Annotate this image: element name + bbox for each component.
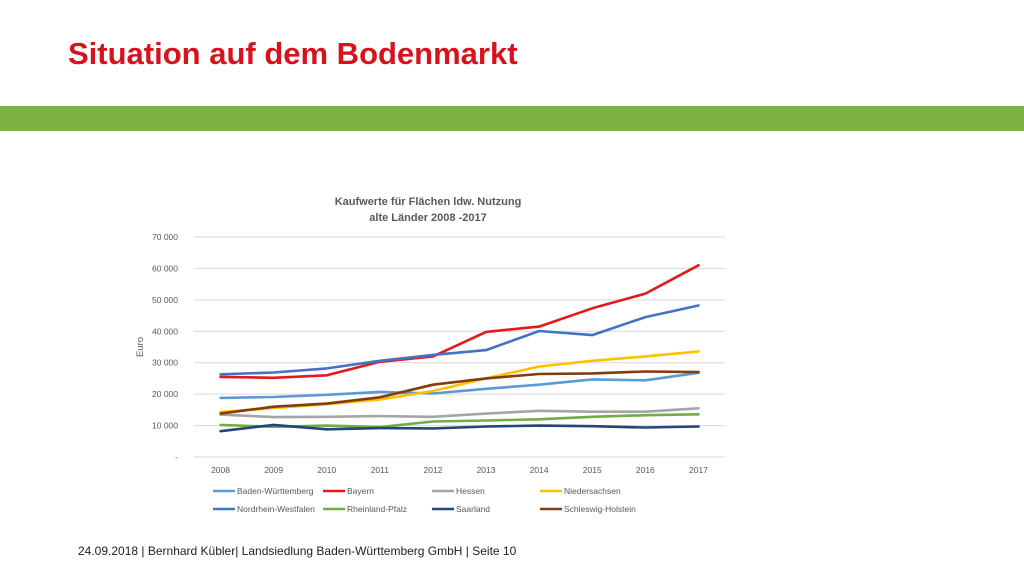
legend-label: Hessen <box>456 486 485 496</box>
x-tick-label: 2008 <box>211 465 230 475</box>
x-tick-label: 2012 <box>423 465 442 475</box>
y-tick-label: 70 000 <box>152 232 178 242</box>
y-tick-label: 40 000 <box>152 326 178 336</box>
accent-bar <box>0 106 1024 131</box>
x-tick-label: 2009 <box>264 465 283 475</box>
y-axis-label: Euro <box>135 337 146 357</box>
slide-footer: 24.09.2018 | Bernhard Kübler| Landsiedlu… <box>78 544 517 558</box>
legend-label: Schleswig-Holstein <box>564 504 636 514</box>
series-line-saarland <box>219 423 700 433</box>
slide-title: Situation auf dem Bodenmarkt <box>68 36 518 71</box>
chart-title-line: alte Länder 2008 -2017 <box>369 212 486 224</box>
series-line-baden-w-rttemberg <box>219 371 700 400</box>
y-tick-label: 30 000 <box>152 358 178 368</box>
series-line-schleswig-holstein <box>219 370 700 415</box>
legend-label: Bayern <box>347 486 374 496</box>
y-tick-label: 50 000 <box>152 295 178 305</box>
legend-label: Niedersachsen <box>564 486 621 496</box>
x-tick-label: 2014 <box>530 465 549 475</box>
y-tick-label: 20 000 <box>152 389 178 399</box>
x-tick-label: 2010 <box>317 465 336 475</box>
series-line-hessen <box>219 406 700 419</box>
legend-label: Saarland <box>456 504 490 514</box>
series-line-nordrhein-westfalen <box>219 304 700 376</box>
x-tick-label: 2013 <box>477 465 496 475</box>
x-tick-label: 2016 <box>636 465 655 475</box>
x-tick-label: 2015 <box>583 465 602 475</box>
y-tick-label: 10 000 <box>152 421 178 431</box>
series-line-bayern <box>219 263 700 380</box>
legend-label: Rheinland-Pfalz <box>347 504 407 514</box>
y-tick-label: 60 000 <box>152 263 178 273</box>
legend-label: Nordrhein-Westfalen <box>237 504 315 514</box>
chart-title-line: Kaufwerte für Flächen ldw. Nutzung <box>335 196 522 208</box>
y-tick-label: - <box>175 452 178 462</box>
x-tick-label: 2011 <box>371 465 390 475</box>
legend-label: Baden-Württemberg <box>237 486 314 496</box>
x-tick-label: 2017 <box>689 465 708 475</box>
